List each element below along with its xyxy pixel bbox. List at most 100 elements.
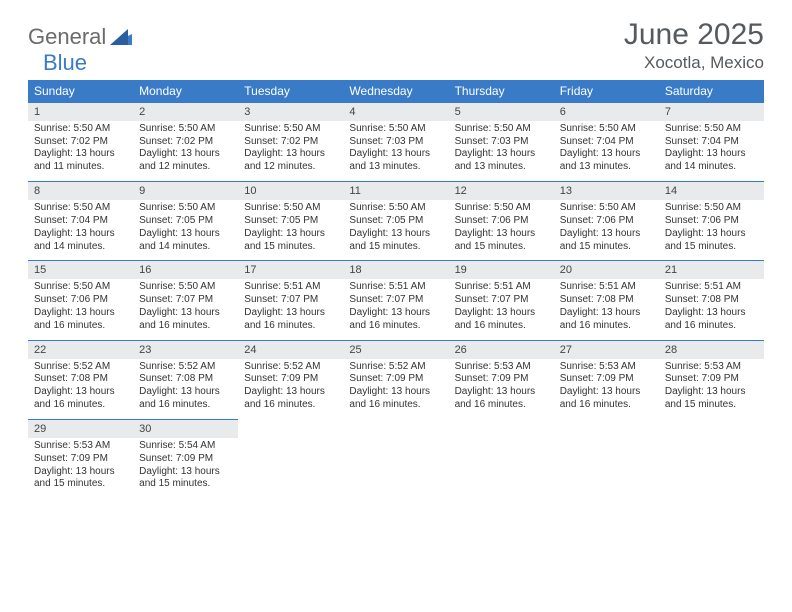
sunset-line: Sunset: 7:09 PM — [349, 373, 442, 386]
day-details: Sunrise: 5:54 AMSunset: 7:09 PMDaylight:… — [133, 438, 238, 498]
month-title: June 2025 — [624, 18, 764, 51]
day-details: Sunrise: 5:50 AMSunset: 7:04 PMDaylight:… — [554, 121, 659, 181]
calendar-cell: 26Sunrise: 5:53 AMSunset: 7:09 PMDayligh… — [449, 340, 554, 419]
day-details: Sunrise: 5:50 AMSunset: 7:02 PMDaylight:… — [133, 121, 238, 181]
daylight-line: Daylight: 13 hours and 16 minutes. — [139, 307, 232, 333]
sunrise-line: Sunrise: 5:52 AM — [349, 361, 442, 374]
day-number: 3 — [238, 102, 343, 121]
logo-triangle-icon — [110, 29, 132, 45]
daylight-line: Daylight: 13 hours and 12 minutes. — [139, 148, 232, 174]
calendar-cell: 21Sunrise: 5:51 AMSunset: 7:08 PMDayligh… — [659, 260, 764, 339]
sunset-line: Sunset: 7:09 PM — [244, 373, 337, 386]
sunset-line: Sunset: 7:07 PM — [244, 294, 337, 307]
daylight-line: Daylight: 13 hours and 15 minutes. — [244, 228, 337, 254]
calendar-cell — [449, 419, 554, 498]
sunrise-line: Sunrise: 5:51 AM — [665, 281, 758, 294]
day-header: Saturday — [659, 80, 764, 102]
daylight-line: Daylight: 13 hours and 14 minutes. — [34, 228, 127, 254]
logo-word1: General — [28, 24, 106, 50]
day-details: Sunrise: 5:50 AMSunset: 7:02 PMDaylight:… — [238, 121, 343, 181]
day-number: 4 — [343, 102, 448, 121]
sunrise-line: Sunrise: 5:50 AM — [244, 202, 337, 215]
calendar-row: 1Sunrise: 5:50 AMSunset: 7:02 PMDaylight… — [28, 102, 764, 181]
calendar-cell: 30Sunrise: 5:54 AMSunset: 7:09 PMDayligh… — [133, 419, 238, 498]
calendar-cell: 18Sunrise: 5:51 AMSunset: 7:07 PMDayligh… — [343, 260, 448, 339]
daylight-line: Daylight: 13 hours and 16 minutes. — [560, 307, 653, 333]
sunset-line: Sunset: 7:06 PM — [665, 215, 758, 228]
day-number: 24 — [238, 340, 343, 359]
calendar-cell: 12Sunrise: 5:50 AMSunset: 7:06 PMDayligh… — [449, 181, 554, 260]
calendar-cell: 14Sunrise: 5:50 AMSunset: 7:06 PMDayligh… — [659, 181, 764, 260]
daylight-line: Daylight: 13 hours and 14 minutes. — [665, 148, 758, 174]
daylight-line: Daylight: 13 hours and 15 minutes. — [665, 386, 758, 412]
sunset-line: Sunset: 7:09 PM — [455, 373, 548, 386]
sunrise-line: Sunrise: 5:50 AM — [455, 202, 548, 215]
day-details: Sunrise: 5:52 AMSunset: 7:08 PMDaylight:… — [28, 359, 133, 419]
day-number: 13 — [554, 181, 659, 200]
day-header: Wednesday — [343, 80, 448, 102]
sunrise-line: Sunrise: 5:50 AM — [34, 202, 127, 215]
daylight-line: Daylight: 13 hours and 16 minutes. — [34, 386, 127, 412]
day-number: 1 — [28, 102, 133, 121]
day-details: Sunrise: 5:53 AMSunset: 7:09 PMDaylight:… — [449, 359, 554, 419]
calendar-row: 29Sunrise: 5:53 AMSunset: 7:09 PMDayligh… — [28, 419, 764, 498]
day-number: 11 — [343, 181, 448, 200]
day-details: Sunrise: 5:50 AMSunset: 7:06 PMDaylight:… — [28, 279, 133, 339]
calendar-cell: 20Sunrise: 5:51 AMSunset: 7:08 PMDayligh… — [554, 260, 659, 339]
sunset-line: Sunset: 7:04 PM — [665, 136, 758, 149]
calendar-cell: 15Sunrise: 5:50 AMSunset: 7:06 PMDayligh… — [28, 260, 133, 339]
calendar-cell: 5Sunrise: 5:50 AMSunset: 7:03 PMDaylight… — [449, 102, 554, 181]
sunset-line: Sunset: 7:09 PM — [560, 373, 653, 386]
day-details: Sunrise: 5:51 AMSunset: 7:07 PMDaylight:… — [343, 279, 448, 339]
day-number: 14 — [659, 181, 764, 200]
sunrise-line: Sunrise: 5:50 AM — [665, 202, 758, 215]
sunset-line: Sunset: 7:05 PM — [139, 215, 232, 228]
daylight-line: Daylight: 13 hours and 15 minutes. — [139, 466, 232, 492]
calendar-cell: 17Sunrise: 5:51 AMSunset: 7:07 PMDayligh… — [238, 260, 343, 339]
calendar-cell: 13Sunrise: 5:50 AMSunset: 7:06 PMDayligh… — [554, 181, 659, 260]
sunset-line: Sunset: 7:08 PM — [665, 294, 758, 307]
sunrise-line: Sunrise: 5:52 AM — [244, 361, 337, 374]
daylight-line: Daylight: 13 hours and 13 minutes. — [349, 148, 442, 174]
calendar-cell: 27Sunrise: 5:53 AMSunset: 7:09 PMDayligh… — [554, 340, 659, 419]
sunrise-line: Sunrise: 5:53 AM — [455, 361, 548, 374]
sunrise-line: Sunrise: 5:51 AM — [455, 281, 548, 294]
day-number: 5 — [449, 102, 554, 121]
calendar-cell: 29Sunrise: 5:53 AMSunset: 7:09 PMDayligh… — [28, 419, 133, 498]
calendar-cell: 3Sunrise: 5:50 AMSunset: 7:02 PMDaylight… — [238, 102, 343, 181]
day-number: 20 — [554, 260, 659, 279]
day-number: 25 — [343, 340, 448, 359]
logo: General — [28, 18, 132, 50]
sunset-line: Sunset: 7:06 PM — [455, 215, 548, 228]
calendar-row: 22Sunrise: 5:52 AMSunset: 7:08 PMDayligh… — [28, 340, 764, 419]
daylight-line: Daylight: 13 hours and 16 minutes. — [244, 307, 337, 333]
day-number: 21 — [659, 260, 764, 279]
sunrise-line: Sunrise: 5:50 AM — [34, 123, 127, 136]
sunset-line: Sunset: 7:07 PM — [139, 294, 232, 307]
calendar-cell: 8Sunrise: 5:50 AMSunset: 7:04 PMDaylight… — [28, 181, 133, 260]
day-details: Sunrise: 5:51 AMSunset: 7:08 PMDaylight:… — [554, 279, 659, 339]
day-details: Sunrise: 5:53 AMSunset: 7:09 PMDaylight:… — [659, 359, 764, 419]
sunset-line: Sunset: 7:03 PM — [455, 136, 548, 149]
sunrise-line: Sunrise: 5:51 AM — [244, 281, 337, 294]
calendar-cell: 25Sunrise: 5:52 AMSunset: 7:09 PMDayligh… — [343, 340, 448, 419]
sunset-line: Sunset: 7:08 PM — [560, 294, 653, 307]
day-details: Sunrise: 5:50 AMSunset: 7:05 PMDaylight:… — [343, 200, 448, 260]
day-details: Sunrise: 5:50 AMSunset: 7:05 PMDaylight:… — [133, 200, 238, 260]
sunset-line: Sunset: 7:05 PM — [244, 215, 337, 228]
day-number: 15 — [28, 260, 133, 279]
location: Xocotla, Mexico — [624, 53, 764, 73]
daylight-line: Daylight: 13 hours and 16 minutes. — [34, 307, 127, 333]
sunset-line: Sunset: 7:02 PM — [34, 136, 127, 149]
day-header-row: SundayMondayTuesdayWednesdayThursdayFrid… — [28, 80, 764, 102]
calendar-cell: 6Sunrise: 5:50 AMSunset: 7:04 PMDaylight… — [554, 102, 659, 181]
day-number: 27 — [554, 340, 659, 359]
daylight-line: Daylight: 13 hours and 16 minutes. — [560, 386, 653, 412]
sunrise-line: Sunrise: 5:52 AM — [139, 361, 232, 374]
sunset-line: Sunset: 7:06 PM — [34, 294, 127, 307]
sunrise-line: Sunrise: 5:53 AM — [34, 440, 127, 453]
daylight-line: Daylight: 13 hours and 15 minutes. — [560, 228, 653, 254]
day-header: Thursday — [449, 80, 554, 102]
sunset-line: Sunset: 7:05 PM — [349, 215, 442, 228]
daylight-line: Daylight: 13 hours and 14 minutes. — [139, 228, 232, 254]
